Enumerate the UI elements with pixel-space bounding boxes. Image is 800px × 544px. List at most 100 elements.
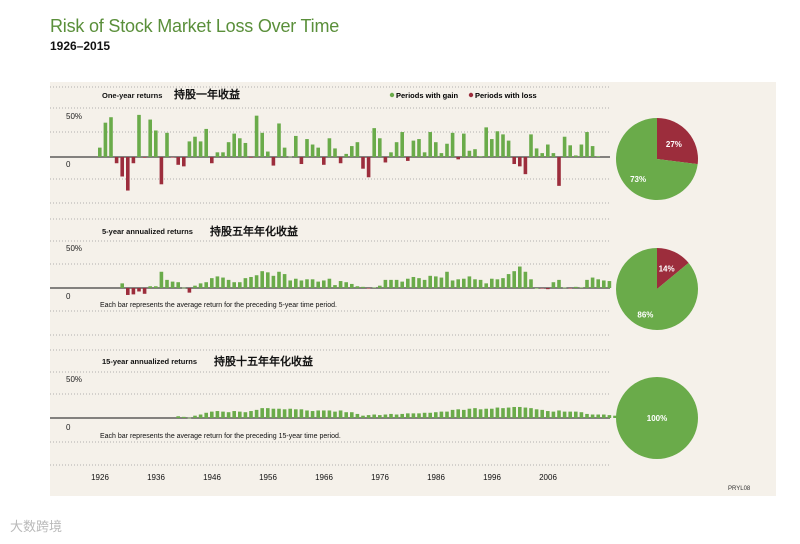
bar-2-1987 [439,277,444,288]
bar-1-2003 [529,134,533,157]
bar-3-1941 [182,416,186,418]
bar-2-1934 [142,288,147,294]
bar-2-1938 [165,279,169,288]
bar-1-1971 [350,146,354,157]
bar-1-1999 [506,140,511,157]
bar-2-1985 [428,275,432,288]
bar-3-1963 [305,410,309,418]
pie-3-gain-label: 100% [647,414,667,423]
bar-3-1945 [204,412,208,418]
bar-3-1993 [473,408,477,418]
bar-2-1995 [484,283,488,288]
bar-1-1987 [439,153,444,157]
bar-1-1976 [378,138,382,157]
bar-2-2003 [529,279,533,288]
bar-2-1999 [506,274,511,288]
bar-2-1933 [137,288,141,292]
bar-1-1929 [114,157,119,164]
bar-1-1926 [98,147,102,157]
bar-3-2005 [540,409,544,418]
pie-1-loss-label: 27% [666,140,682,149]
bar-1-1990 [456,157,460,160]
bar-2-1931 [126,288,130,295]
chart-subtitle: 1926–2015 [50,39,111,53]
bar-1-1941 [182,157,186,167]
bar-2-1959 [282,274,287,288]
bar-2-2008 [557,279,561,288]
bar-2-1947 [215,276,220,288]
panel3-title-cn: 持股十五年年化收益 [214,354,313,368]
panel3-tick-50: 50% [66,375,82,384]
bar-3-1952 [243,412,248,418]
bar-1-1940 [176,157,180,165]
bar-3-1940 [176,416,180,418]
bar-1-1948 [221,152,225,157]
bar-1-1985 [428,132,432,157]
panel3-note: Each bar represents the average return f… [100,433,341,440]
bar-2-1982 [411,276,416,288]
bar-2-1935 [148,286,152,288]
panel1-tick-50: 50% [66,112,82,121]
bar-1-1977 [383,157,388,163]
bar-1-1967 [327,138,332,157]
bar-3-2010 [568,411,572,418]
pie-1-gain-label: 73% [630,175,646,184]
bar-3-2004 [534,409,539,418]
bar-1-1946 [210,157,214,164]
bar-1-1959 [282,147,287,157]
bar-1-2004 [534,148,539,157]
bar-2-1979 [394,279,399,288]
bar-2-1952 [243,278,248,288]
bar-1-2014 [590,146,595,157]
bar-2-1930 [120,283,124,288]
bar-1-1982 [411,140,416,157]
bar-3-1979 [394,414,399,418]
bar-3-1951 [238,411,242,418]
bar-3-1961 [294,409,298,418]
bar-2-1949 [226,279,231,288]
bar-1-1954 [254,115,259,157]
bar-3-1949 [226,412,231,418]
bar-1-1932 [131,157,136,164]
bar-3-2003 [529,408,533,418]
legend: Periods with gain Periods with loss [389,91,537,100]
bar-2-1945 [204,282,208,288]
bar-2-1971 [350,283,354,288]
panel2-title: 5-year annualized returns [102,227,193,236]
bar-3-1958 [277,408,281,418]
bar-1-2000 [512,157,516,165]
x-tick-1926: 1926 [91,473,109,482]
bar-1-1944 [198,141,203,157]
bar-3-1989 [450,409,455,418]
bar-3-2016 [602,414,606,418]
bar-2-1954 [254,275,259,288]
bar-2-1970 [344,282,348,288]
panel1-title: One-year returns [102,91,162,100]
bar-2-2004 [534,288,539,289]
bar-2-1981 [406,278,410,288]
bar-2-1983 [417,278,421,288]
panel1-tick-0: 0 [66,160,71,169]
bar-1-2010 [568,145,572,157]
bar-1-1997 [495,131,500,157]
bar-3-1947 [215,411,220,418]
bar-1-1943 [193,136,197,157]
source-code: PRYL08 [728,486,751,492]
bar-3-2014 [590,414,595,418]
bar-2-1974 [366,288,371,289]
bar-1-1960 [288,156,292,158]
bar-1-2007 [551,153,556,157]
panel3-title: 15-year annualized returns [102,357,197,366]
x-tick-1976: 1976 [371,473,389,482]
bar-3-1977 [383,414,388,418]
bar-2-1940 [176,282,180,288]
legend-gain-swatch [389,92,395,98]
bar-2-2012 [579,287,584,289]
bar-1-1970 [344,153,348,157]
bar-3-1975 [372,414,376,418]
bar-1-1945 [204,128,208,157]
bar-2-2016 [602,280,606,288]
bar-1-1988 [445,143,449,157]
bar-3-2017 [607,415,612,418]
panel2-note: Each bar represents the average return f… [100,302,337,309]
